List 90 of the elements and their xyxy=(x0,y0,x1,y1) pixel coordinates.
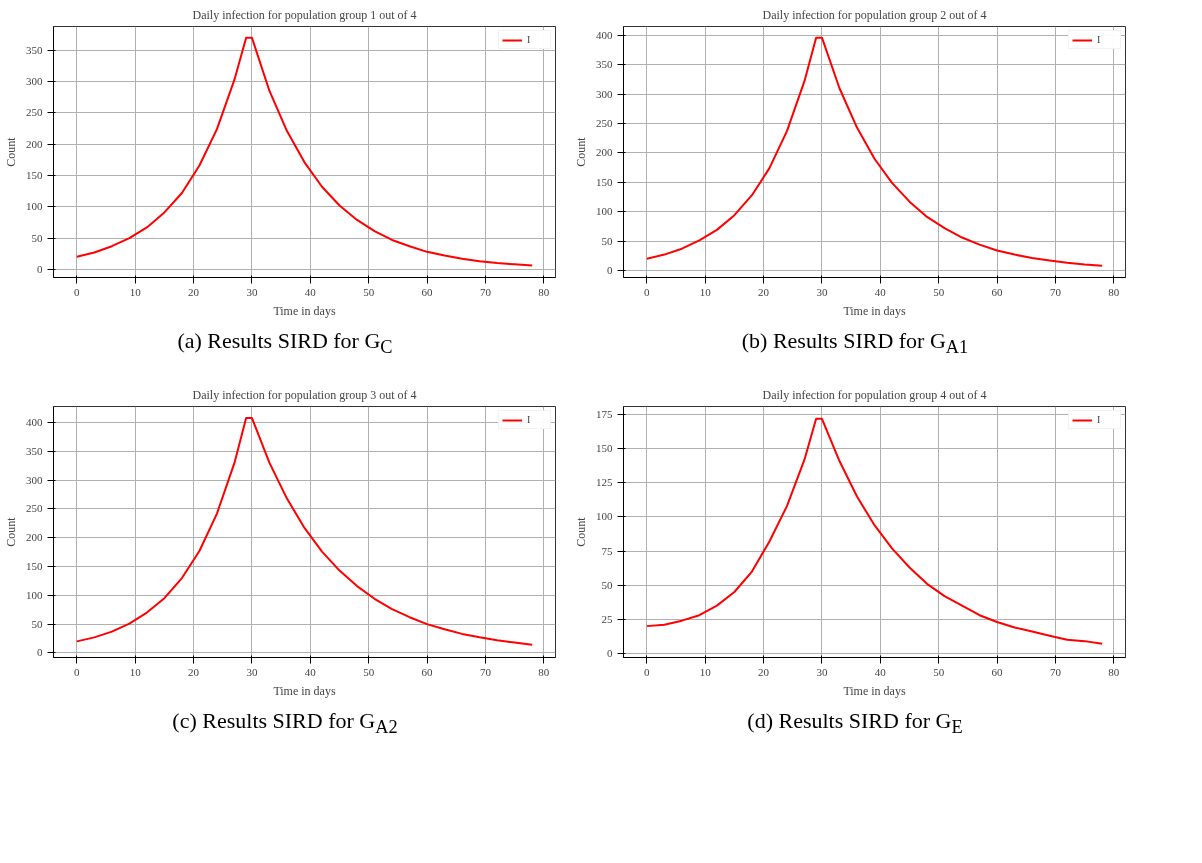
y-tick-label: 300 xyxy=(26,473,43,486)
x-tick-label: 10 xyxy=(129,665,142,678)
x-axis-title: Time in days xyxy=(273,303,336,318)
x-tick-label: 50 xyxy=(933,665,945,678)
x-tick-label: 80 xyxy=(538,285,550,298)
x-tick-label: 20 xyxy=(188,665,200,678)
x-tick-label: 40 xyxy=(304,285,317,298)
x-tick-label: 70 xyxy=(479,285,492,298)
x-tick-label: 20 xyxy=(758,665,770,678)
x-tick-label: 80 xyxy=(1108,285,1120,298)
y-tick-label: 250 xyxy=(26,106,43,119)
x-tick-label: 30 xyxy=(246,665,258,678)
x-tick-label: 60 xyxy=(991,285,1004,298)
x-tick-label: 60 xyxy=(991,665,1004,678)
x-tick-label: 40 xyxy=(874,285,887,298)
y-tick-label: 250 xyxy=(26,502,43,515)
x-tick-label: 30 xyxy=(816,285,828,298)
y-tick-label: 100 xyxy=(596,510,613,523)
x-tick-label: 0 xyxy=(74,285,81,298)
y-tick-label: 300 xyxy=(596,87,613,100)
y-axis-title: Count xyxy=(4,136,18,167)
y-tick-label: 200 xyxy=(596,146,613,159)
legend-label: I xyxy=(1097,414,1102,425)
y-tick-label: 300 xyxy=(26,75,43,88)
y-tick-label: 0 xyxy=(607,646,613,659)
x-tick-label: 20 xyxy=(188,285,200,298)
y-tick-label: 100 xyxy=(596,205,613,218)
x-tick-label: 40 xyxy=(874,665,887,678)
y-tick-label: 50 xyxy=(31,231,43,244)
y-tick-label: 400 xyxy=(26,416,43,429)
x-axis-title: Time in days xyxy=(843,683,906,698)
x-tick-label: 10 xyxy=(699,285,712,298)
x-tick-label: 30 xyxy=(246,285,258,298)
x-tick-label: 60 xyxy=(421,285,434,298)
text: (c) Results SIRD for G$_{A2}$ xyxy=(171,707,399,740)
y-tick-label: 100 xyxy=(26,200,43,213)
y-tick-label: 250 xyxy=(596,116,613,129)
x-tick-label: 20 xyxy=(758,285,770,298)
y-tick-label: 50 xyxy=(601,578,613,591)
x-tick-label: 60 xyxy=(421,665,434,678)
y-tick-label: 25 xyxy=(601,612,613,625)
y-tick-label: 200 xyxy=(26,137,43,150)
y-tick-label: 350 xyxy=(596,58,613,71)
chart-title: Daily infection for population group 1 out of 4 xyxy=(192,7,417,22)
y-tick-label: 0 xyxy=(37,262,43,275)
x-tick-label: 50 xyxy=(363,285,375,298)
y-tick-label: 75 xyxy=(601,544,613,557)
y-tick-label: 350 xyxy=(26,444,43,457)
x-axis-title: Time in days xyxy=(843,303,906,318)
x-tick-label: 0 xyxy=(644,285,651,298)
y-axis-title: Count xyxy=(574,516,588,547)
y-tick-label: 150 xyxy=(26,560,43,573)
x-tick-label: 10 xyxy=(699,665,712,678)
chart-title: Daily infection for population group 4 out of 4 xyxy=(762,387,987,402)
x-axis-title: Time in days xyxy=(273,683,336,698)
y-tick-label: 100 xyxy=(26,588,43,601)
x-tick-label: 50 xyxy=(933,285,945,298)
y-tick-label: 400 xyxy=(596,28,613,41)
x-tick-label: 0 xyxy=(644,665,651,678)
y-tick-label: 50 xyxy=(601,234,613,247)
y-tick-label: 150 xyxy=(596,442,613,455)
chart-title: Daily infection for population group 2 out of 4 xyxy=(762,7,987,22)
y-tick-label: 150 xyxy=(26,168,43,181)
y-axis-title: Count xyxy=(4,516,18,547)
x-tick-label: 50 xyxy=(363,665,375,678)
x-tick-label: 30 xyxy=(816,665,828,678)
legend-label: I xyxy=(527,34,532,45)
y-axis-title: Count xyxy=(574,136,588,167)
x-tick-label: 0 xyxy=(74,665,81,678)
y-tick-label: 50 xyxy=(31,617,43,630)
y-tick-label: 200 xyxy=(26,531,43,544)
chart-title: Daily infection for population group 3 out of 4 xyxy=(192,387,417,402)
y-tick-label: 125 xyxy=(596,476,613,489)
x-tick-label: 70 xyxy=(1049,285,1062,298)
text: (b) Results SIRD for G$_{A1}$ xyxy=(740,327,970,360)
y-tick-label: 0 xyxy=(37,646,43,659)
x-tick-label: 70 xyxy=(479,665,492,678)
x-tick-label: 80 xyxy=(538,665,550,678)
x-tick-label: 10 xyxy=(129,285,142,298)
text: (d) Results SIRD for G$_{E}$ xyxy=(746,707,964,740)
x-tick-label: 70 xyxy=(1049,665,1062,678)
y-tick-label: 0 xyxy=(607,263,613,276)
legend-label: I xyxy=(1097,34,1102,45)
y-tick-label: 350 xyxy=(26,43,43,56)
x-tick-label: 80 xyxy=(1108,665,1120,678)
y-tick-label: 175 xyxy=(596,408,613,421)
legend-label: I xyxy=(527,414,532,425)
y-tick-label: 150 xyxy=(596,175,613,188)
text: (a) Results SIRD for G$_{C}$ xyxy=(176,327,394,360)
x-tick-label: 40 xyxy=(304,665,317,678)
